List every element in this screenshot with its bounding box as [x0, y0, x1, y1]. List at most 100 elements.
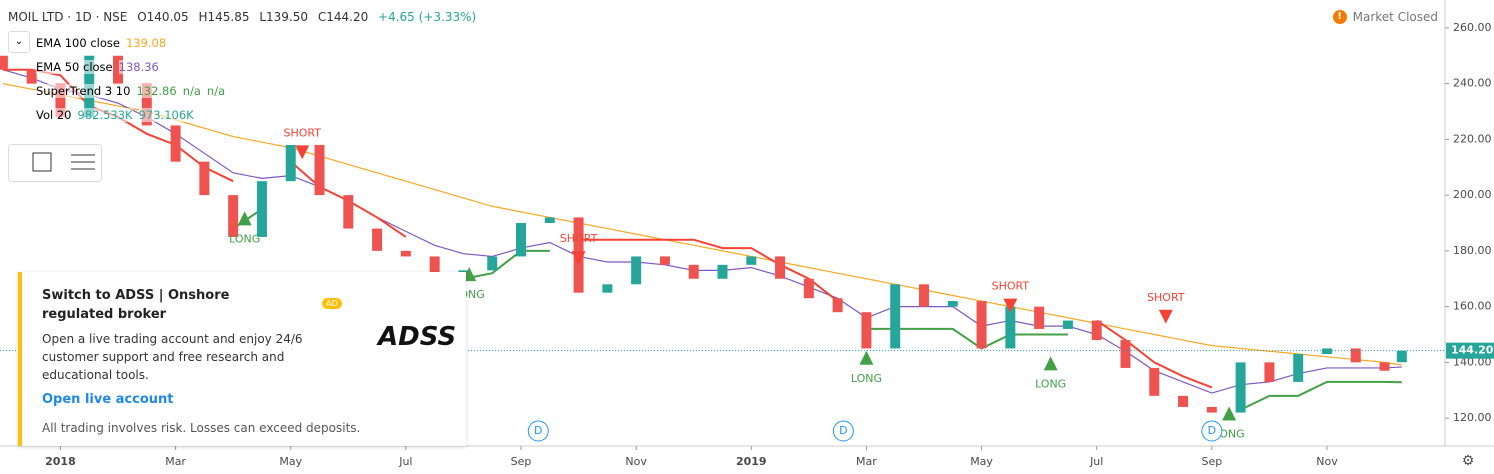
plot: 120.00140.00160.00180.00200.00220.00240.…	[0, 21, 1494, 468]
ad-logo: ADSS	[378, 322, 457, 352]
candle	[803, 278, 814, 299]
signal-label: LONG	[229, 232, 260, 245]
candle	[55, 83, 66, 118]
candle	[659, 256, 670, 265]
candle	[688, 264, 699, 279]
candle	[918, 284, 929, 307]
y-tick-label: 220.00	[1453, 132, 1492, 145]
candle	[861, 312, 872, 349]
signal-marker	[571, 251, 586, 266]
candle	[314, 144, 325, 196]
signal-marker	[859, 350, 874, 365]
candle	[717, 264, 728, 279]
ad-link[interactable]: Open live account	[42, 392, 174, 407]
signal-marker	[1003, 298, 1018, 313]
candle	[1321, 348, 1332, 355]
legend-value: 982.533K	[77, 108, 133, 122]
candle	[1206, 406, 1217, 413]
legend-name: EMA 50 close	[36, 60, 113, 74]
candle	[1178, 395, 1189, 407]
y-tick-label: 180.00	[1453, 244, 1492, 257]
legend-value: 132.86	[136, 84, 177, 98]
candle	[947, 301, 958, 307]
candle	[285, 144, 296, 182]
signal-marker	[295, 145, 310, 160]
drawing-tools	[8, 144, 102, 182]
x-tick-label: Mar	[856, 455, 877, 468]
candle	[1034, 306, 1045, 329]
list-tool[interactable]	[71, 154, 95, 170]
signal-label: LONG	[851, 372, 882, 385]
candle	[458, 270, 469, 274]
candle	[746, 256, 757, 265]
ad-disclaimer: All trading involves risk. Losses can ex…	[42, 421, 361, 435]
legend-value: 139.08	[125, 36, 167, 50]
x-tick-label: 2019	[736, 455, 767, 468]
signal-label: SHORT	[560, 232, 598, 245]
candle	[832, 298, 843, 313]
candle	[113, 55, 124, 84]
signal-label: SHORT	[1147, 291, 1185, 304]
candle	[544, 217, 555, 223]
indicator-line	[2, 69, 1402, 394]
signal-marker	[1158, 309, 1173, 324]
collapse-button[interactable]: ⌄	[8, 31, 30, 53]
candle	[1293, 354, 1304, 382]
dividend-label: D	[839, 424, 847, 437]
indicator-line	[2, 83, 1402, 366]
x-tick-label: Jul	[1089, 455, 1103, 468]
legend-value: 973.106K	[138, 108, 194, 122]
candle	[516, 223, 527, 257]
x-tick-label: Nov	[625, 455, 647, 468]
candle	[1149, 367, 1160, 396]
candle	[400, 250, 411, 257]
legend-name: Vol 20	[36, 108, 72, 122]
candle	[372, 228, 383, 251]
signal-marker	[237, 211, 252, 226]
settings-icon[interactable]: ⚙	[1462, 453, 1475, 469]
candle	[1396, 350, 1407, 363]
change: +4.65 (+3.33%)	[378, 10, 477, 24]
header: MOIL LTD · 1D · NSE O140.05 H145.85 L139…	[8, 10, 482, 24]
legend-row[interactable]: SuperTrend 3 10 132.86 n/a n/a	[8, 79, 226, 103]
market-status: ! Market Closed	[1332, 10, 1438, 24]
x-tick-label: May	[279, 455, 302, 468]
signal-label: LONG	[1035, 377, 1066, 390]
ad-panel: Switch to ADSS | Onshore regulated broke…	[18, 272, 466, 446]
candle	[1264, 362, 1275, 382]
candle	[170, 125, 181, 162]
rect-tool[interactable]	[32, 152, 52, 172]
legend-row[interactable]: Vol 20 982.533K 973.106K	[8, 103, 225, 127]
candle	[890, 284, 901, 349]
dividend-marker	[1201, 420, 1223, 442]
status-text: Market Closed	[1352, 10, 1438, 24]
x-tick-label: Sep	[1201, 455, 1222, 468]
candle	[228, 195, 239, 237]
signal-label: SHORT	[992, 280, 1030, 293]
y-tick-label: 160.00	[1453, 300, 1492, 313]
alert-icon[interactable]: !	[1332, 10, 1347, 24]
candle	[976, 301, 987, 349]
last-price-label: 144.20	[1451, 344, 1494, 357]
indicator-line	[1096, 319, 1213, 389]
candle	[141, 83, 152, 126]
candle	[0, 55, 8, 70]
last-price-box	[1446, 342, 1494, 359]
x-tick-label: Jul	[398, 455, 412, 468]
signal-marker	[1222, 406, 1237, 421]
candle	[487, 256, 498, 271]
ad-title: Switch to ADSS | Onshore regulated broke…	[42, 288, 230, 322]
candle	[1005, 306, 1016, 349]
ad-body: Open a live trading account and enjoy 24…	[42, 332, 303, 382]
legend-row[interactable]: EMA 50 close 138.36	[8, 55, 225, 79]
ad-badge: AD	[322, 298, 342, 309]
legend-value: 138.36	[118, 60, 159, 74]
legend-row[interactable]: EMA 100 close 139.08	[8, 31, 225, 55]
legend-value: n/a	[182, 84, 201, 98]
candle	[1235, 362, 1246, 413]
signal-label: SHORT	[283, 126, 321, 139]
candle	[199, 161, 210, 196]
legend-name: EMA 100 close	[36, 36, 120, 50]
open: O140.05	[137, 10, 189, 24]
